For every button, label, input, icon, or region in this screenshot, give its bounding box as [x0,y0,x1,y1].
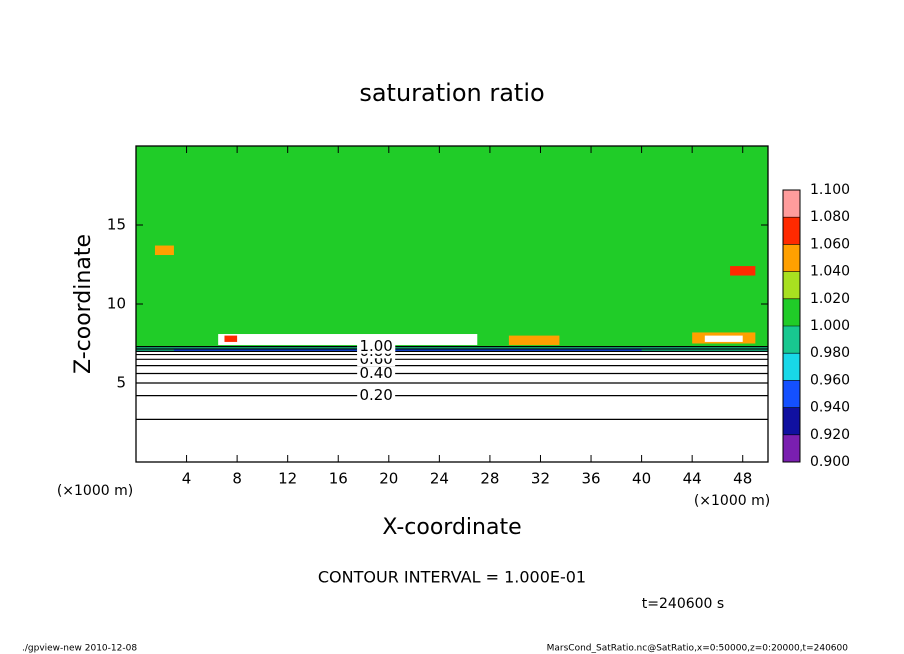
x-tick-label: 24 [430,470,449,488]
colorbar-band [783,380,800,408]
colorbar-label: 0.920 [810,427,850,443]
colorbar-band [783,434,800,462]
colorbar-label: 1.060 [810,236,850,252]
y-axis-label: Z-coordinate [71,234,96,374]
contour-label: 0.40 [359,364,392,382]
colorbar-band [783,244,800,272]
shaded-region [508,335,560,346]
colorbar-label: 1.040 [810,264,850,280]
shaded-region [173,349,642,352]
y-unit: (×1000 m) [57,483,133,499]
chart-title: saturation ratio [359,79,544,107]
colorbar-band [783,353,800,381]
x-unit: (×1000 m) [694,493,770,509]
contour-interval: CONTOUR INTERVAL = 1.000E-01 [318,568,586,587]
x-tick-label: 20 [379,470,398,488]
colorbar-label: 1.100 [810,182,850,198]
x-tick-label: 8 [232,470,242,488]
colorbar-label: 1.000 [810,318,850,334]
y-tick-label: 5 [116,374,126,392]
colorbar-label: 1.080 [810,209,850,225]
contour-label: 1.00 [359,337,392,355]
shaded-region [218,334,478,346]
colorbar-band [783,190,800,218]
footer-right: MarsCond_SatRatio.nc@SatRatio,x=0:50000,… [547,644,849,654]
colorbar-label: 1.020 [810,291,850,307]
colorbar-band [783,407,800,435]
contour-label-bg [357,366,396,381]
x-tick-label: 48 [733,470,752,488]
colorbar-label: 0.940 [810,400,850,416]
contour-label: 0.20 [359,386,392,404]
contour-label-bg [357,388,396,403]
x-tick-label: 32 [531,470,550,488]
x-tick-label: 44 [683,470,702,488]
colorbar-band [783,326,800,354]
y-tick-label: 10 [107,295,126,313]
colorbar-band [783,298,800,326]
x-tick-label: 28 [480,470,499,488]
x-tick-label: 36 [581,470,600,488]
colorbar-label: 0.960 [810,372,850,388]
y-tick-label: 15 [107,216,126,234]
contour-label-bg [357,339,396,354]
shaded-region [704,335,743,342]
x-tick-label: 40 [632,470,651,488]
colorbar-band [783,217,800,245]
colorbar-frame [782,189,801,463]
footer-left: ./gpview-new 2010-12-08 [22,644,137,654]
x-axis-label: X-coordinate [382,515,521,540]
colorbar-band [783,271,800,299]
x-tick-label: 4 [182,470,192,488]
colorbar-label: 0.980 [810,345,850,361]
time-label: t=240600 s [642,596,724,612]
shaded-region [136,146,768,347]
x-tick-label: 16 [329,470,348,488]
x-tick-label: 12 [278,470,297,488]
shaded-region [154,245,174,256]
shaded-region [224,335,238,342]
colorbar-label: 0.900 [810,454,850,470]
shaded-region [730,266,756,276]
